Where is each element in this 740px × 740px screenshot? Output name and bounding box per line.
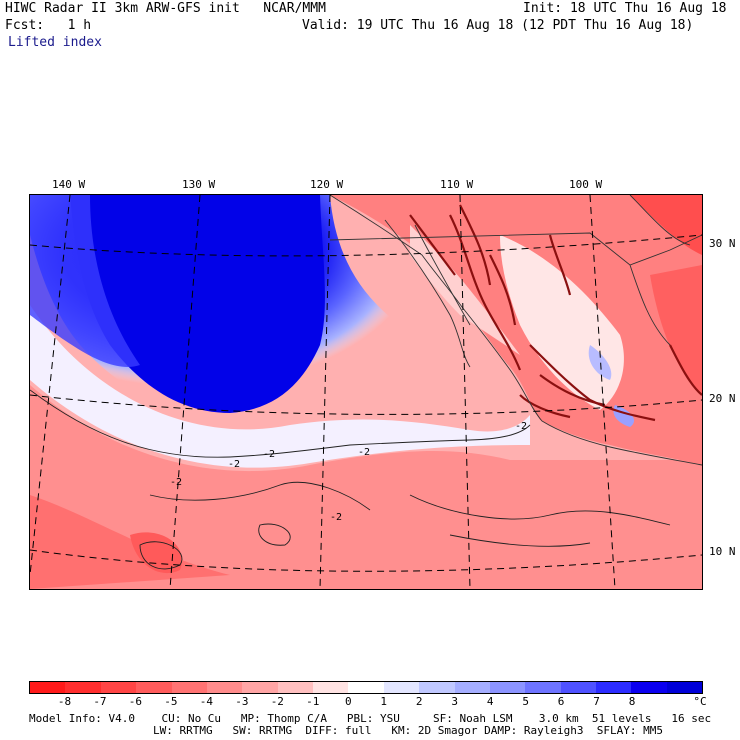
init-time: Init: 18 UTC Thu 16 Aug 18: [523, 1, 727, 16]
contour-label: -2: [330, 512, 342, 523]
colorbar-tick-label: 7: [593, 695, 600, 708]
colorbar: [29, 681, 703, 694]
colorbar-tick-label: -5: [164, 695, 178, 708]
colorbar-tick-label: -2: [270, 695, 284, 708]
colorbar-swatch: [560, 682, 596, 693]
colorbar-swatch: [277, 682, 313, 693]
colorbar-swatch: [100, 682, 137, 693]
graticule: [30, 195, 702, 589]
contour-label: -2: [228, 459, 240, 470]
contour-label: -2: [515, 421, 527, 432]
colorbar-swatch: [206, 682, 243, 693]
colorbar-tick-label: -3: [235, 695, 249, 708]
contour-label: -2: [263, 449, 275, 460]
colorbar-tick-label: -4: [199, 695, 213, 708]
colorbar-tick-label: 3: [451, 695, 458, 708]
lon-label-100w: 100 W: [569, 178, 603, 191]
colorbar-tick-label: 8: [628, 695, 636, 708]
colorbar-swatch: [631, 682, 667, 693]
contour-label: -2: [170, 477, 182, 488]
lon-label-120w: 120 W: [310, 178, 344, 191]
colorbar-swatch: [419, 682, 455, 693]
colorbar-tick-label: -1: [306, 695, 320, 708]
lon-label-140w: 140 W: [52, 178, 86, 191]
colorbar-swatch: [383, 682, 420, 693]
region-unstable-south: [30, 385, 702, 589]
colorbar-tick-label: 4: [486, 695, 494, 708]
title-left: HIWC Radar II 3km ARW-GFS init NCAR/MMM: [5, 1, 326, 16]
terrain-contours: [409, 204, 702, 422]
colorbar-swatch: [596, 682, 632, 693]
colorbar-swatch: [525, 682, 561, 693]
colorbar-swatch: [313, 682, 349, 693]
lat-label-10n: 10 N: [709, 545, 736, 558]
colorbar-tick-label: -7: [93, 695, 107, 708]
field-name: Lifted index: [8, 35, 102, 50]
colorbar-tick-label: 2: [415, 695, 423, 708]
colorbar-swatch: [65, 682, 101, 693]
forecast-hour: Fcst: 1 h: [5, 18, 92, 33]
lon-label-130w: 130 W: [182, 178, 216, 191]
colorbar-tick-label: 5: [522, 695, 529, 708]
colorbar-swatch: [454, 682, 490, 693]
colorbar-swatch: [30, 682, 66, 693]
colorbar-swatch: [136, 682, 172, 693]
colorbar-unit: °C: [693, 695, 707, 708]
contour-label: -2: [358, 447, 370, 458]
colorbar-swatch: [171, 682, 207, 693]
coastlines: [329, 195, 702, 466]
colorbar-tick-label: 6: [557, 695, 565, 708]
colorbar-swatch: [489, 682, 526, 693]
colorbar-swatch: [242, 682, 278, 693]
model-info-line2: LW: RRTMG SW: RRTMG DIFF: full KM: 2D Sm…: [153, 724, 663, 737]
lat-label-20n: 20 N: [709, 392, 736, 405]
colorbar-tick-label: -8: [57, 695, 72, 708]
colorbar-tick-label: 0: [344, 695, 352, 708]
colorbar-swatch: [666, 682, 703, 693]
model-info-line1: Model Info: V4.0 CU: No Cu MP: Thomp C/A…: [29, 712, 712, 725]
colorbar-swatch: [348, 682, 384, 693]
lifted-index-map: -2 -2 -2 -2 -2 -2: [29, 194, 703, 590]
valid-time: Valid: 19 UTC Thu 16 Aug 18 (12 PDT Thu …: [302, 18, 694, 33]
colorbar-tick-label: 1: [380, 695, 388, 708]
lat-label-30n: 30 N: [709, 237, 736, 250]
lon-label-110w: 110 W: [440, 178, 474, 191]
colorbar-tick-label: -6: [128, 695, 143, 708]
